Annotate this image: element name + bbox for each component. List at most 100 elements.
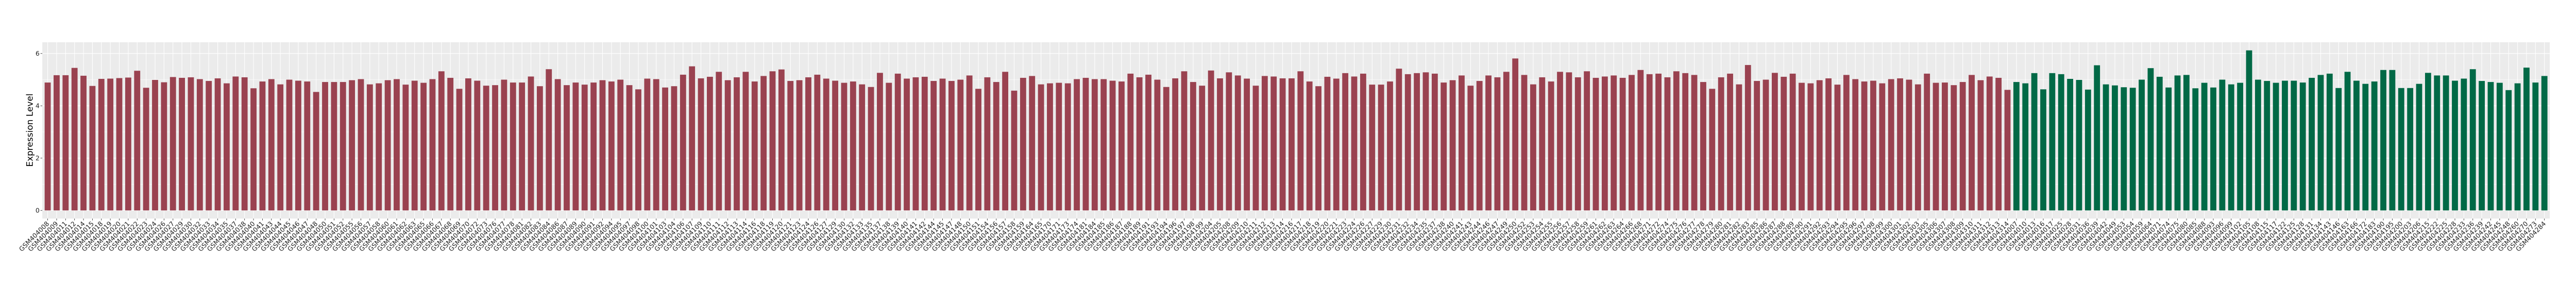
bar-GSM404310 (1969, 75, 1975, 211)
bar-GSM404128 (2299, 82, 2306, 211)
y-tick-label: 2 (36, 154, 40, 162)
bar-GSM404212 (1261, 76, 1268, 211)
bar-GSM404017 (2049, 73, 2056, 211)
bar-GSM404296 (1852, 79, 1859, 211)
bar-GSM404131 (2309, 77, 2315, 211)
bar-GSM404009 (54, 75, 60, 211)
bar-GSM404119 (769, 71, 776, 211)
bar-GSM404314 (2004, 90, 2011, 211)
bar-GSM404101 (653, 79, 659, 211)
bar-GSM404025 (2058, 74, 2064, 211)
x-axis: GSM404008GSM404009GSM404011GSM404012GSM4… (18, 218, 2547, 253)
bar-GSM404132 (850, 81, 856, 211)
bar-GSM404159 (1020, 77, 1026, 211)
bar-GSM404039 (2094, 65, 2100, 211)
bar-GSM404286 (1762, 79, 1769, 211)
bar-GSM404036 (2084, 89, 2091, 211)
bar-GSM404148 (957, 79, 964, 211)
bar-GSM404259 (1584, 71, 1590, 211)
bar-GSM404294 (1834, 85, 1841, 211)
bar-GSM404084 (546, 69, 552, 211)
bar-GSM404093 (2210, 87, 2216, 211)
bar-GSM404150 (966, 75, 973, 211)
bar-GSM404086 (554, 79, 561, 211)
bar-GSM404112 (724, 80, 731, 211)
bar-GSM404173 (1064, 83, 1071, 211)
bar-GSM404291 (1807, 83, 1814, 211)
bar-GSM404302 (1906, 79, 1912, 211)
bar-GSM404058 (376, 83, 382, 211)
bar-GSM404123 (796, 80, 803, 211)
bar-GSM404246 (1485, 75, 1492, 211)
bar-GSM404007 (2013, 82, 2020, 211)
bar-GSM404076 (492, 85, 498, 211)
bar-GSM404264 (1619, 77, 1626, 211)
bar-GSM404130 (841, 82, 848, 211)
bar-GSM404127 (823, 78, 829, 211)
bar-GSM404211 (1252, 86, 1259, 211)
bar-GSM404272 (1655, 73, 1662, 211)
bar-GSM404280 (1718, 77, 1724, 211)
bar-GSM404051 (331, 82, 337, 211)
bar-GSM404299 (1879, 83, 1886, 211)
bar-GSM404287 (1771, 73, 1778, 211)
bar-GSM404111 (716, 72, 722, 211)
bar-GSM404230 (1387, 81, 1393, 211)
bar-GSM404275 (1673, 71, 1680, 211)
bar-GSM404106 (680, 74, 686, 211)
bar-GSM404031 (2076, 80, 2082, 211)
bar-GSM404306 (1933, 82, 1939, 211)
bar-GSM404198 (1190, 82, 1196, 211)
bar-GSM404034 (214, 78, 221, 211)
bar-GSM404252 (1521, 75, 1528, 211)
bar-GSM404204 (1208, 70, 1214, 211)
bar-GSM404015 (89, 86, 96, 211)
bar-GSM404092 (599, 80, 606, 211)
bar-GSM404195 (2389, 70, 2396, 211)
bar-GSM404146 (2335, 88, 2342, 211)
bar-GSM404156 (993, 82, 999, 211)
bar-GSM404243 (1467, 86, 1474, 211)
bar-GSM404194 (1163, 87, 1170, 211)
bar-GSM404253 (1530, 84, 1536, 211)
bar-GSM404181 (1082, 77, 1089, 211)
bar-GSM404274 (1664, 77, 1671, 211)
bar-GSM404046 (295, 80, 301, 211)
bar-GSM404244 (1476, 81, 1483, 211)
bar-GSM404099 (2228, 84, 2234, 211)
bar-GSM404239 (2479, 81, 2485, 211)
bar-GSM404038 (241, 77, 248, 211)
bar-GSM404203 (2407, 88, 2414, 211)
bar-GSM404080 (2183, 75, 2190, 211)
bar-GSM404121 (787, 81, 794, 211)
plot-panel (42, 42, 2550, 219)
bar-GSM404120 (778, 69, 785, 211)
bar-GSM404071 (2156, 76, 2163, 211)
bar-GSM404091 (590, 82, 597, 211)
bar-GSM404193 (1154, 79, 1161, 211)
bar-GSM404187 (1118, 81, 1125, 211)
bar-GSM404166 (2353, 80, 2360, 211)
bar-GSM404312 (1986, 76, 1993, 211)
bar-GSM404247 (1494, 77, 1501, 211)
bar-GSM404138 (886, 82, 892, 211)
bar-GSM404082 (528, 76, 534, 211)
bar-GSM404114 (742, 72, 749, 211)
bar-GSM404285 (1754, 81, 1760, 211)
bar-GSM404044 (277, 84, 284, 211)
bar-GSM404142 (921, 76, 928, 211)
bar-GSM404045 (286, 79, 293, 211)
bar-GSM404292 (1816, 80, 1823, 211)
bar-GSM404085 (2192, 88, 2199, 211)
bar-GSM404270 (2523, 68, 2530, 211)
bar-GSM404049 (2112, 85, 2118, 211)
bar-GSM404308 (1951, 85, 1957, 211)
bar-GSM404030 (188, 77, 194, 211)
bar-GSM404081 (519, 82, 526, 211)
bar-GSM404189 (1136, 77, 1143, 211)
bar-GSM404228 (2452, 80, 2458, 211)
bar-GSM404143 (2326, 73, 2333, 211)
bar-GSM404170 (1047, 83, 1053, 211)
bar-GSM404135 (868, 87, 874, 211)
bar-GSM404164 (1029, 76, 1036, 211)
